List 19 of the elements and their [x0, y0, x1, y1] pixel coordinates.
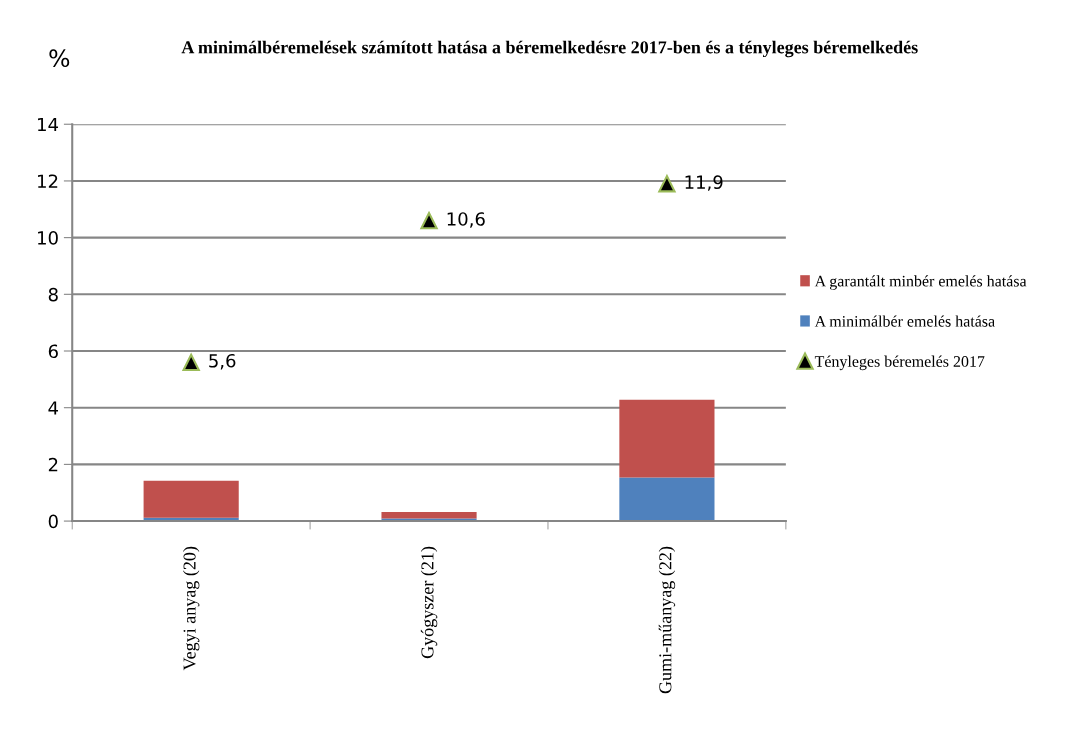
- y-tick-label: 0: [48, 514, 58, 529]
- y-tick-label: 8: [48, 287, 58, 302]
- data-label: 10,6: [447, 212, 485, 228]
- x-tick-label: Gumi-műanyag (22): [658, 546, 676, 694]
- legend-label: A garantált minbér emelés hatása: [814, 275, 1027, 290]
- y-tick-label: 10: [38, 231, 58, 245]
- y-tick-label: 12: [38, 174, 58, 188]
- y-tick-label: 2: [48, 457, 58, 472]
- y-tick-label: 14: [38, 117, 59, 132]
- data-label: 11,9: [685, 175, 723, 191]
- x-tick-label: Vegyi anyag (20): [182, 546, 200, 671]
- chart-title: A minimálbéremelések számított hatása a béremelkedésre 2017-ben és a tényleges béremelkedés: [181, 40, 918, 58]
- y-tick-label: 6: [48, 344, 58, 359]
- data-label: 5,6: [209, 353, 236, 370]
- x-tick-label: Gyógyszer (21): [420, 546, 438, 659]
- legend-label: A minimálbér emelés hatása: [814, 315, 995, 327]
- y-tick-label: 4: [48, 401, 59, 415]
- legend-label: Tényleges béremelés 2017: [814, 355, 985, 371]
- y-axis-title: %: [49, 49, 70, 68]
